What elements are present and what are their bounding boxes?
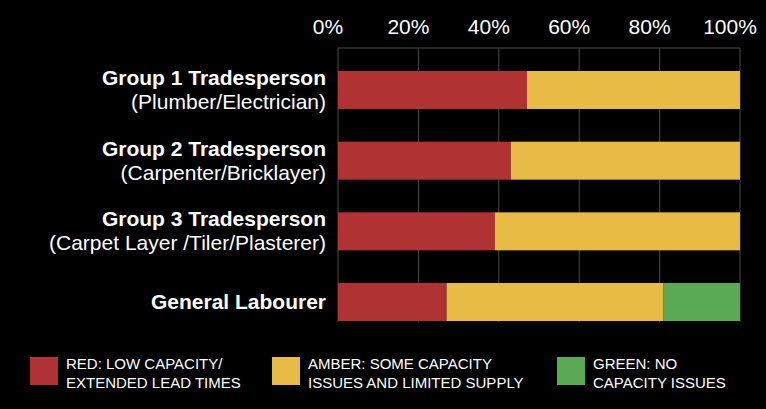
legend-label-line: RED: LOW CAPACITY/ (66, 355, 223, 372)
legend-label-line: EXTENDED LEAD TIMES (66, 374, 241, 391)
tick-label: 60% (548, 15, 590, 38)
bar-segment (338, 283, 447, 321)
category-label-line: Group 2 Tradesperson (102, 137, 326, 160)
background (0, 0, 766, 409)
legend-label: GREEN: NO CAPACITY ISSUES (593, 355, 726, 391)
bar-segment (740, 71, 741, 109)
legend-label-line: AMBER: SOME CAPACITY (308, 355, 492, 372)
tick-label: 20% (387, 15, 429, 38)
category-label-line: (Carpet Layer /Tiler/Plasterer) (49, 231, 326, 254)
legend-label-line: CAPACITY ISSUES (593, 374, 726, 391)
category-label-line: (Plumber/Electrician) (131, 90, 326, 113)
legend-swatch (272, 357, 300, 385)
bar-segment (338, 71, 527, 109)
category-label: Group 3 Tradesperson(Carpet Layer /Tiler… (49, 207, 326, 254)
bar-segment (447, 283, 664, 321)
category-label: General Labourer (151, 290, 326, 313)
bar-segment (511, 142, 740, 180)
tick-label: 0% (313, 15, 343, 38)
bar-segment (338, 212, 495, 250)
category-label: Group 1 Tradesperson(Plumber/Electrician… (102, 66, 326, 113)
category-label-line: Group 3 Tradesperson (102, 207, 326, 230)
tick-label: 40% (468, 15, 510, 38)
legend-swatch (30, 357, 58, 385)
bar-segment (740, 212, 741, 250)
bar-segment (740, 142, 741, 180)
bar-segment (527, 71, 740, 109)
legend-label-line: ISSUES AND LIMITED SUPPLY (308, 374, 524, 391)
category-label-line: Group 1 Tradesperson (102, 66, 326, 89)
tick-label: 80% (629, 15, 671, 38)
category-label-line: General Labourer (151, 290, 326, 313)
tick-label: 100% (703, 15, 757, 38)
bars (338, 71, 740, 321)
legend-swatch (557, 357, 585, 385)
chart: 0% 20% 40% 60% 80% 100% Group 1 Tradesperson(P… (0, 0, 766, 409)
legend-label-line: GREEN: NO (593, 355, 677, 372)
bar-segment (664, 283, 740, 321)
legend-label: RED: LOW CAPACITY/EXTENDED LEAD TIMES (66, 355, 241, 391)
bar-segment (495, 212, 740, 250)
legend-label: AMBER: SOME CAPACITY ISSUES AND LIMITED S… (308, 355, 524, 391)
category-label-line: (Carpenter/Bricklayer) (121, 161, 326, 184)
bar-segment (338, 142, 511, 180)
axis-line (338, 48, 740, 49)
category-label: Group 2 Tradesperson(Carpenter/Bricklaye… (102, 137, 326, 184)
